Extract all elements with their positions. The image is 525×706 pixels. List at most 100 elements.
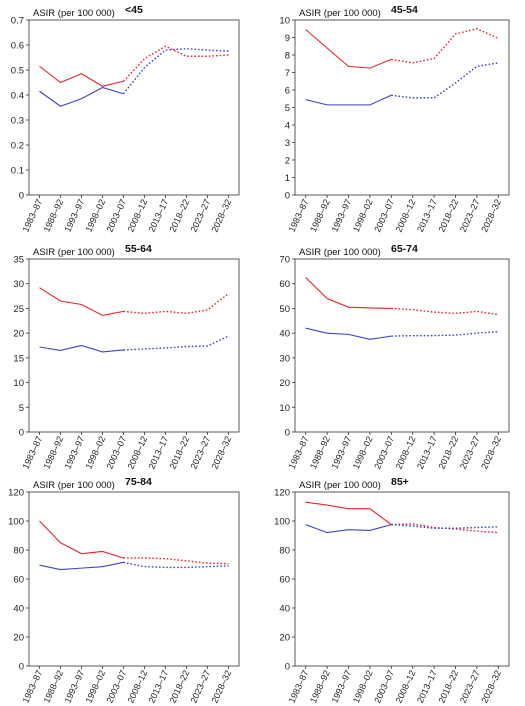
series-1-projected-line <box>391 523 499 534</box>
y-tick-label: 0.6 <box>11 41 24 52</box>
y-tick-label: 100 <box>8 517 24 528</box>
x-tick-label: 2003–07 <box>372 669 396 705</box>
x-tick-label: 1993–97 <box>329 198 353 234</box>
plot-frame <box>294 19 510 196</box>
series-2-projected-line <box>391 330 499 337</box>
y-axis-label: ASIR (per 100 000) <box>299 247 381 258</box>
x-tick-label: 1983–87 <box>287 435 311 471</box>
x-tick-label: 2013–17 <box>146 669 170 705</box>
series-1-observed-line <box>305 277 392 309</box>
panel-title: 55-64 <box>125 243 152 255</box>
chart-panel-1: 0 0.1 0.2 0.3 0.4 0.5 0.6 0.7 1983–871988–921993… <box>11 4 240 234</box>
y-tick-label: 0 <box>19 662 24 673</box>
panel-title: 45-54 <box>391 4 418 16</box>
series-2-projected-line <box>123 561 229 569</box>
x-tick-label: 2008–12 <box>394 435 418 471</box>
series-1-observed-line <box>305 501 392 526</box>
y-tick-label: 120 <box>8 488 24 499</box>
x-tick-label: 1983–87 <box>20 669 44 705</box>
y-tick-label: 0 <box>19 191 24 202</box>
panel-title: <45 <box>125 4 143 16</box>
x-tick-label: 2018–22 <box>436 435 460 471</box>
y-tick-label: 60 <box>13 575 24 586</box>
x-tick-label: 1983–87 <box>287 669 311 705</box>
y-axis-label: ASIR (per 100 000) <box>299 8 381 19</box>
y-tick-label: 20 <box>279 633 290 644</box>
x-tick-label: 2013–17 <box>415 435 439 471</box>
y-tick-label: 10 <box>13 378 24 389</box>
x-tick-label: 1998–02 <box>83 669 107 705</box>
series-1-projected-line <box>123 293 229 315</box>
y-tick-label: 20 <box>13 633 24 644</box>
series-2-projected-line <box>391 523 499 529</box>
y-tick-label: 0 <box>285 662 290 673</box>
chart-panel-2: 0 1 2 3 4 5 6 7 8 9 10 1983–871988–921993–971998–02… <box>279 4 510 234</box>
y-axis-label: ASIR (per 100 000) <box>33 247 115 258</box>
y-tick-label: 40 <box>279 329 290 340</box>
series-1-observed-line <box>39 287 124 316</box>
series-1-projected-line <box>391 28 499 64</box>
x-tick-label: 1988–92 <box>41 669 65 705</box>
y-tick-label: 30 <box>279 353 290 364</box>
x-tick-label: 2003–07 <box>372 198 396 234</box>
x-tick-label: 1998–02 <box>351 435 375 471</box>
y-tick-label: 0.4 <box>11 91 24 102</box>
y-tick-label: 0.2 <box>11 141 24 152</box>
x-tick-label: 2018–22 <box>167 669 191 705</box>
y-tick-label: 10 <box>279 403 290 414</box>
series-1-projected-line <box>122 45 229 82</box>
y-tick-label: 40 <box>279 604 290 615</box>
x-tick-label: 2008–12 <box>394 669 418 705</box>
y-tick-label: 3 <box>285 138 290 149</box>
x-tick-label: 2023–27 <box>188 669 212 705</box>
x-tick-label: 2023–27 <box>188 198 212 234</box>
y-tick-label: 10 <box>279 16 290 27</box>
x-tick-label: 1983–87 <box>287 198 311 234</box>
y-tick-label: 9 <box>285 33 290 44</box>
y-tick-label: 0.3 <box>11 116 24 127</box>
x-tick-label: 2018–22 <box>167 435 191 471</box>
x-tick-label: 2018–22 <box>436 198 460 234</box>
chart-panel-6: 0 20 40 60 80 100 120 1983–871988–921993–971998… <box>274 476 510 705</box>
x-tick-label: 2023–27 <box>458 198 482 234</box>
x-tick-label: 2008–12 <box>125 198 149 234</box>
x-tick-label: 2008–12 <box>125 669 149 705</box>
x-tick-label: 2013–17 <box>146 198 170 234</box>
x-tick-label: 1988–92 <box>41 435 65 471</box>
series-2-observed-line <box>305 327 392 340</box>
plot-frame <box>294 258 510 433</box>
x-tick-label: 2028–32 <box>209 435 233 471</box>
y-axis-label: ASIR (per 100 000) <box>33 8 115 19</box>
y-tick-label: 0.5 <box>11 66 24 77</box>
y-tick-label: 8 <box>285 51 290 62</box>
x-tick-label: 2028–32 <box>209 198 233 234</box>
series-2-observed-line <box>39 86 124 107</box>
x-tick-label: 2023–27 <box>458 435 482 471</box>
x-tick-label: 1993–97 <box>62 669 86 705</box>
x-tick-label: 2003–07 <box>104 198 128 234</box>
y-tick-label: 5 <box>285 103 290 114</box>
series-2-projected-line <box>123 335 229 351</box>
plot-frame <box>28 19 240 196</box>
y-tick-label: 20 <box>279 378 290 389</box>
series-2-projected-line <box>391 62 499 99</box>
y-tick-label: 35 <box>13 255 24 266</box>
y-tick-label: 120 <box>274 488 290 499</box>
series-2-observed-line <box>39 561 124 571</box>
x-tick-label: 1998–02 <box>83 435 107 471</box>
x-tick-label: 1988–92 <box>308 198 332 234</box>
y-tick-label: 4 <box>285 121 290 132</box>
y-tick-label: 60 <box>279 575 290 586</box>
series-1-observed-line <box>305 29 392 69</box>
x-tick-label: 1998–02 <box>83 198 107 234</box>
series-1-projected-line <box>391 307 499 316</box>
y-tick-label: 6 <box>285 86 290 97</box>
y-tick-label: 20 <box>13 329 24 340</box>
x-tick-label: 2003–07 <box>104 669 128 705</box>
y-tick-label: 2 <box>285 156 290 167</box>
y-tick-label: 70 <box>279 255 290 266</box>
x-tick-label: 2008–12 <box>394 198 418 234</box>
x-tick-label: 1993–97 <box>62 435 86 471</box>
y-tick-label: 0.7 <box>11 16 24 27</box>
